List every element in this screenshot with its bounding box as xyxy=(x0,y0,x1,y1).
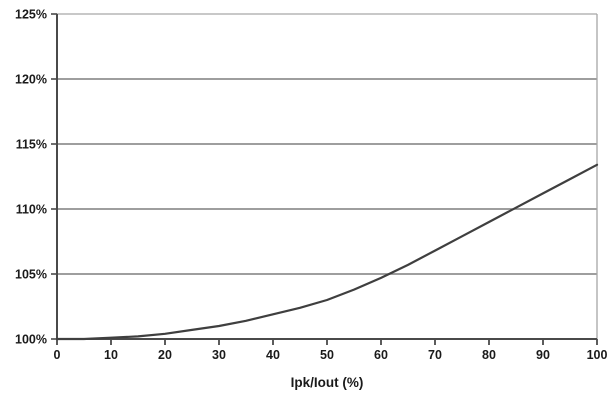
tick-labels: 100% 105% 110% 115% 120% 125% 0 10 20 30 40 50 60 70 8… xyxy=(15,8,607,363)
x-tick-label: 60 xyxy=(374,348,388,362)
tick-marks xyxy=(51,13,598,345)
x-tick-label: 40 xyxy=(266,348,280,362)
x-tick-label: 90 xyxy=(536,348,550,362)
x-axis-title: Ipk/Iout (%) xyxy=(291,375,364,390)
series-curve xyxy=(55,163,599,341)
y-tick-label: 120% xyxy=(15,73,47,87)
axes xyxy=(56,14,597,340)
y-tick-label: 125% xyxy=(15,8,47,22)
x-tick-label: 50 xyxy=(320,348,334,362)
y-tick-label: 105% xyxy=(15,268,47,282)
y-tick-label: 115% xyxy=(16,138,47,152)
x-tick-label: 80 xyxy=(482,348,496,362)
x-tick-label: 30 xyxy=(212,348,226,362)
gridlines xyxy=(57,13,597,275)
x-tick-label: 70 xyxy=(428,348,442,362)
y-tick-label: 100% xyxy=(15,333,47,347)
x-tick-label: 20 xyxy=(158,348,172,362)
x-tick-label: 10 xyxy=(104,348,118,362)
data-series xyxy=(55,163,599,341)
y-tick-label: 110% xyxy=(16,203,47,217)
x-tick-label: 0 xyxy=(54,348,61,362)
x-tick-label: 100 xyxy=(587,348,608,362)
